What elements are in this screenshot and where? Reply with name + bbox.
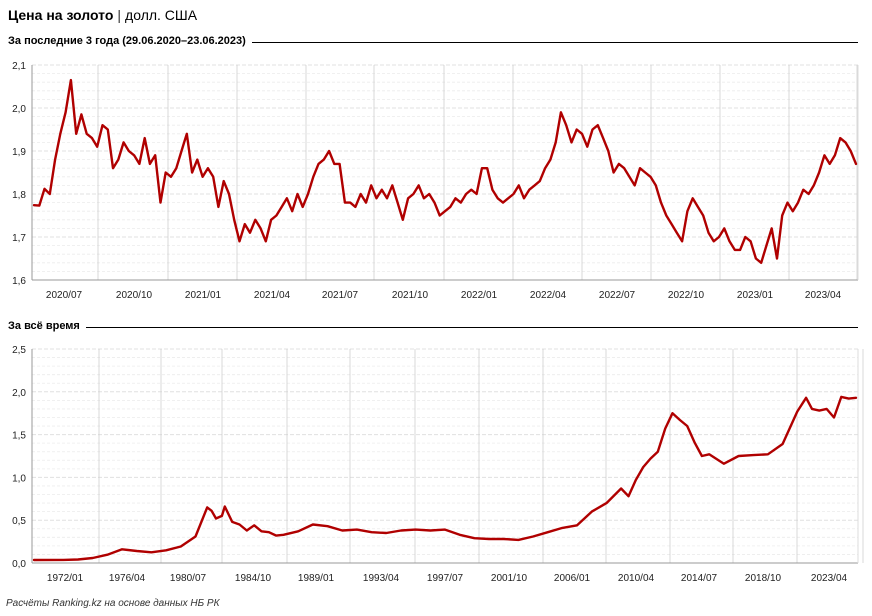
y-tick-label: 1,8	[12, 190, 26, 201]
y-tick-label: 1,7	[12, 233, 26, 244]
y-tick-label: 1,9	[12, 147, 26, 158]
series-line	[32, 78, 858, 264]
x-tick-label: 2020/07	[46, 290, 83, 301]
x-tick-label: 2020/10	[116, 290, 153, 301]
x-tick-label: 2010/04	[618, 573, 655, 584]
y-tick-label: 1,0	[12, 473, 26, 484]
x-tick-label: 1972/01	[47, 573, 84, 584]
footer-source: Расчёты Ranking.kz на основе данных НБ Р…	[6, 598, 220, 609]
y-tick-label: 0,0	[12, 559, 26, 570]
x-tick-label: 2021/07	[322, 290, 359, 301]
x-tick-label: 2023/04	[805, 290, 842, 301]
y-tick-label: 2,0	[12, 388, 26, 399]
x-tick-label: 2023/01	[737, 290, 774, 301]
y-tick-label: 2,0	[12, 104, 26, 115]
y-tick-label: 1,6	[12, 276, 26, 287]
x-tick-label: 1980/07	[170, 573, 207, 584]
title-text: Цена на золото	[8, 7, 114, 23]
x-tick-label: 2022/04	[530, 290, 567, 301]
section-title-all: За всё время	[8, 320, 86, 332]
x-tick-label: 1989/01	[298, 573, 335, 584]
x-tick-label: 2021/10	[392, 290, 429, 301]
section-rule-all	[80, 327, 858, 328]
x-tick-label: 2022/01	[461, 290, 498, 301]
x-tick-label: 1993/04	[363, 573, 400, 584]
title-unit: долл. США	[125, 7, 198, 23]
x-tick-label: 2022/10	[668, 290, 705, 301]
x-tick-label: 2021/01	[185, 290, 222, 301]
x-tick-label: 2023/04	[811, 573, 848, 584]
y-tick-label: 2,5	[12, 345, 26, 356]
section-title-3y: За последние 3 года (29.06.2020–23.06.20…	[8, 35, 252, 47]
chart-title: Цена на золото | долл. США	[8, 7, 197, 23]
x-tick-label: 2018/10	[745, 573, 782, 584]
x-tick-label: 2021/04	[254, 290, 291, 301]
x-tick-label: 1984/10	[235, 573, 272, 584]
y-tick-label: 1,5	[12, 431, 26, 442]
x-tick-label: 1976/04	[109, 573, 146, 584]
x-tick-label: 2001/10	[491, 573, 528, 584]
series-line	[32, 395, 858, 562]
y-tick-label: 2,1	[12, 61, 26, 72]
y-tick-label: 0,5	[12, 516, 26, 527]
x-tick-label: 2014/07	[681, 573, 718, 584]
section-rule-top	[200, 42, 858, 43]
title-separator: |	[117, 7, 122, 23]
x-tick-label: 2006/01	[554, 573, 591, 584]
x-tick-label: 1997/07	[427, 573, 464, 584]
x-tick-label: 2022/07	[599, 290, 636, 301]
